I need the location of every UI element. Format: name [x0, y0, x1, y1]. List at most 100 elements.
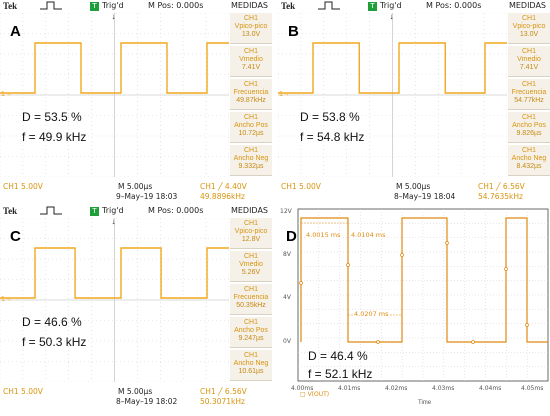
trace-marker: [445, 241, 449, 245]
legend-vout: □ V(OUT): [300, 391, 330, 398]
y-tick-4v: 4V: [283, 294, 291, 301]
m-pos: M Pos: 0.000s: [426, 1, 482, 10]
m-pos: M Pos: 0.000s: [148, 206, 204, 215]
y-tick-12v: 12V: [280, 208, 292, 215]
x-tick: 4.05ms: [521, 385, 544, 392]
tek-logo: Tek: [3, 1, 18, 11]
meas-vpp[interactable]: CH1 Vpico-pico 12.8V: [230, 218, 272, 249]
meas-vmedio[interactable]: CH1 Vmedio 7.41V: [508, 46, 550, 77]
measurement-sidebar: CH1 Vpico-pico 12.8V CH1 Vmedio 5.26V CH1 Fre…: [230, 218, 272, 383]
sim-plot-area: [297, 208, 549, 382]
x-axis-title: Time: [418, 400, 432, 406]
duty-cycle-text: D = 46.6 %: [22, 315, 82, 329]
waveform-trace: 1→: [278, 42, 507, 98]
y-tick-0v: 0V: [283, 338, 291, 345]
trigger-frequency: 54.7635kHz: [478, 192, 523, 201]
trace-marker: [525, 323, 529, 327]
channel-scale: CH1 5.00V: [3, 387, 43, 396]
graticule: ↓: [0, 13, 229, 177]
scope-bottom-bar: CH1 5.00V M 5.00µs 8–May–19 18:02 CH1 ╱ …: [0, 385, 272, 410]
scope-screen: ↓ 1→: [0, 218, 229, 382]
panel-letter: B: [288, 23, 299, 40]
meas-ancho-neg[interactable]: CH1 Ancho Neg 9.332µs: [230, 145, 272, 176]
trig-icon: T: [90, 207, 99, 216]
meas-ancho-pos[interactable]: CH1 Ancho Pos 10.72µs: [230, 112, 272, 143]
timestamp: 8–May–19 18:04: [394, 192, 456, 201]
meas-ancho-pos[interactable]: CH1 Ancho Pos 9.247µs: [230, 317, 272, 348]
frequency-text: f = 50.3 kHz: [22, 335, 87, 349]
frequency-text: f = 54.8 kHz: [300, 130, 365, 144]
trigger-frequency: 50.3071kHz: [200, 397, 245, 406]
simulation-panel-d: 12V 8V 4V 0V 4.00ms 4.01ms 4.02ms 4.03ms…: [278, 205, 550, 410]
trigger-level: CH1 ╱ 6.56V: [478, 182, 525, 191]
timestamp: 9–May–19 18:03: [116, 192, 178, 201]
x-tick: 4.04ms: [479, 385, 502, 392]
meas-ancho-neg[interactable]: CH1 Ancho Neg 8.432µs: [508, 145, 550, 176]
meas-vmedio[interactable]: CH1 Vmedio 7.41V: [230, 46, 272, 77]
scope-top-bar: Tek T Trig'd M Pos: 0.000s MEDIDAS: [278, 0, 550, 13]
scope-top-bar: Tek T Trig'd M Pos: 0.000s MEDIDAS: [0, 205, 272, 218]
meas-ancho-neg[interactable]: CH1 Ancho Neg 10.61µs: [230, 350, 272, 381]
scope-panel-c: Tek T Trig'd M Pos: 0.000s MEDIDAS ↓ 1→ C…: [0, 205, 272, 410]
trace-marker: [299, 281, 303, 285]
panel-letter: A: [10, 23, 21, 40]
panel-letter: C: [10, 228, 21, 245]
scope-bottom-bar: CH1 5.00V M 5.00µs 9–May–19 18:03 CH1 ╱ …: [0, 180, 272, 205]
duty-cycle-text: D = 46.4 %: [308, 349, 368, 363]
channel-scale: CH1 5.00V: [281, 182, 321, 191]
x-tick: 4.01ms: [338, 385, 361, 392]
trigger-position-marker: ↓: [112, 13, 116, 21]
meas-vpp[interactable]: CH1 Vpico-pico 13.0V: [230, 13, 272, 44]
x-tick: 4.03ms: [432, 385, 455, 392]
y-tick-8v: 8V: [283, 251, 291, 258]
trigger-status: T Trig'd: [90, 1, 124, 11]
scope-panel-b: Tek T Trig'd M Pos: 0.000s MEDIDAS ↓ 1→ B…: [278, 0, 550, 205]
timestamp: 8–May–19 18:02: [116, 397, 178, 406]
timebase: M 5.00µs: [396, 182, 431, 191]
meas-frecuencia[interactable]: CH1 Frecuencia 50.35kHz: [230, 284, 272, 315]
trace-marker: [471, 340, 475, 344]
x-tick: 4.02ms: [385, 385, 408, 392]
scope-screen: ↓ 1→: [278, 13, 507, 177]
trigger-pulse-icon: [40, 206, 62, 217]
annotation-fall: 4.0104 ms: [351, 231, 386, 239]
measurement-sidebar: CH1 Vpico-pico 13.0V CH1 Vmedio 7.41V CH1 Fre…: [230, 13, 272, 178]
trace-marker: [504, 267, 508, 271]
trigger-pulse-icon: [40, 1, 62, 12]
square-wave: [278, 42, 507, 94]
meas-frecuencia[interactable]: CH1 Frecuencia 49.87kHz: [230, 79, 272, 110]
square-wave: [0, 247, 229, 299]
waveform-trace: 1→: [0, 42, 229, 98]
trigger-position-marker: ↓: [390, 13, 394, 21]
graticule: ↓: [0, 218, 229, 382]
annotation-rise: 4.0015 ms: [306, 231, 341, 239]
meas-vmedio[interactable]: CH1 Vmedio 5.26V: [230, 251, 272, 282]
sim-plot: 12V 8V 4V 0V 4.00ms 4.01ms 4.02ms 4.03ms…: [278, 205, 550, 410]
tek-logo: Tek: [3, 206, 18, 216]
panel-letter: D: [286, 228, 297, 245]
meas-vpp[interactable]: CH1 Vpico-pico 13.0V: [508, 13, 550, 44]
trigger-frequency: 49.8896kHz: [200, 192, 245, 201]
graticule: ↓: [278, 13, 507, 177]
trigger-position-marker: ↓: [112, 218, 116, 226]
scope-top-bar: Tek T Trig'd M Pos: 0.000s MEDIDAS: [0, 0, 272, 13]
m-pos: M Pos: 0.000s: [148, 1, 204, 10]
trig-icon: T: [90, 2, 99, 11]
scope-panel-a: Tek T Trig'd M Pos: 0.000s MEDIDAS ↓ 1→ A…: [0, 0, 272, 205]
medidas-title: MEDIDAS: [230, 1, 268, 10]
trigger-level: CH1 ╱ 4.40V: [200, 182, 247, 191]
annotation-period: 4.0207 ms: [354, 310, 389, 318]
waveform-trace: 1→: [0, 247, 229, 303]
meas-ancho-pos[interactable]: CH1 Ancho Pos 9.826µs: [508, 112, 550, 143]
duty-cycle-text: D = 53.5 %: [22, 110, 82, 124]
channel-ground-marker: 1→: [279, 91, 290, 98]
scope-bottom-bar: CH1 5.00V M 5.00µs 8–May–19 18:04 CH1 ╱ …: [278, 180, 550, 205]
tek-logo: Tek: [281, 1, 296, 11]
timebase: M 5.00µs: [118, 387, 153, 396]
square-wave: [0, 42, 229, 94]
vout-trace: [300, 217, 548, 343]
trace-marker: [376, 340, 380, 344]
meas-frecuencia[interactable]: CH1 Frecuencia 54.77kHz: [508, 79, 550, 110]
duty-cycle-text: D = 53.8 %: [300, 110, 360, 124]
timebase: M 5.00µs: [118, 182, 153, 191]
